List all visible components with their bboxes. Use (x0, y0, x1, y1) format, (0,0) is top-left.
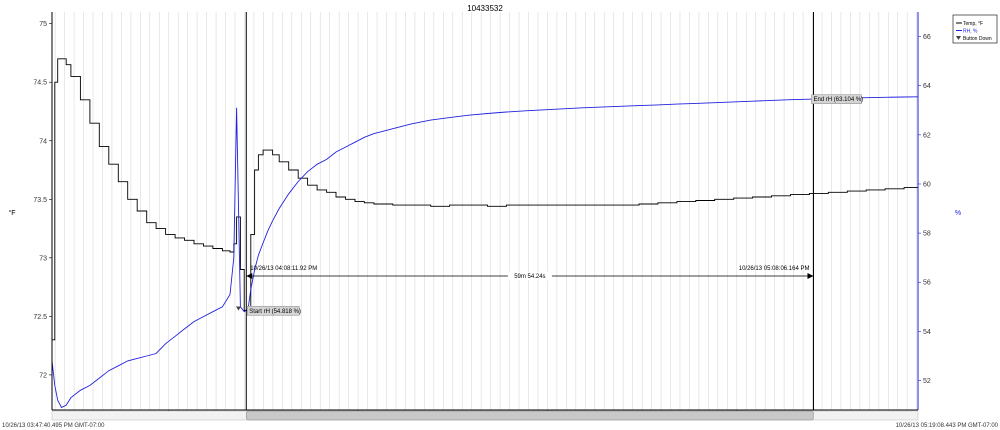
y-left-tick-label: 72 (39, 372, 47, 379)
legend-label-rh: RH, % (963, 29, 978, 35)
button-down-icon (236, 306, 242, 311)
x-start-label: 10/26/13 03:47:40.495 PM GMT-07:00 (2, 423, 105, 429)
y-right-tick-label: 54 (923, 329, 931, 336)
start-time-label: 10/26/13 04:08:11.92 PM (250, 266, 317, 272)
y-left-tick-label: 73.5 (33, 197, 47, 204)
y-right-tick-label: 64 (923, 83, 931, 90)
duration-label-bg (507, 271, 552, 281)
time-scrollbar-thumb[interactable] (246, 410, 814, 421)
grid-lines (54, 12, 917, 410)
series-layer (51, 58, 919, 409)
y-right-tick-label: 62 (923, 132, 931, 139)
y-left-tick-label: 74.5 (33, 80, 47, 87)
legend-box (952, 14, 998, 44)
y-right-tick-label: 58 (923, 231, 931, 238)
end-time-label: 10/26/13 05:08:06.164 PM (739, 266, 810, 272)
y-right-tick-label: 52 (923, 378, 931, 385)
y-left-tick-label: 73 (39, 255, 47, 262)
duration-arrow-left-head (246, 273, 253, 279)
chart-title: 10433532 (467, 4, 503, 13)
y-left-tick-label: 72.5 (33, 314, 47, 321)
duration-arrow-right-head (807, 273, 814, 279)
start-rh-label-box (247, 306, 300, 316)
y-right-tick-label: 60 (923, 181, 931, 188)
annotation-layer: 10/26/13 04:08:11.92 PM 10/26/13 05:08:06… (236, 12, 863, 410)
legend-label-button-down: Button Down (963, 36, 992, 42)
end-rh-label-box (811, 94, 862, 104)
y-left-tick-label: 74 (39, 138, 47, 145)
x-end-label: 10/26/13 05:19:08.443 PM GMT-07:00 (896, 423, 999, 429)
legend: Temp, °F RH, % Button Down (952, 14, 998, 44)
y-left-tick-label: 75 (39, 21, 47, 28)
duration-label: 59m 54.24s (514, 274, 545, 280)
y-right-tick-label: 56 (923, 280, 931, 287)
series-line-rh (51, 96, 919, 409)
end-rh-label: End rH (63.104 %) (813, 97, 863, 103)
series-line-temp (52, 58, 918, 341)
y-axis-label-left: °F (8, 209, 15, 217)
y-right-tick-label: 66 (923, 34, 931, 41)
start-rh-label: Start rH (54.818 %) (249, 309, 301, 315)
legend-label-temp: Temp, °F (963, 21, 983, 27)
plot-background (52, 12, 918, 410)
legend-button-down-icon (956, 36, 961, 40)
y-axis-label-right: % (955, 210, 961, 217)
